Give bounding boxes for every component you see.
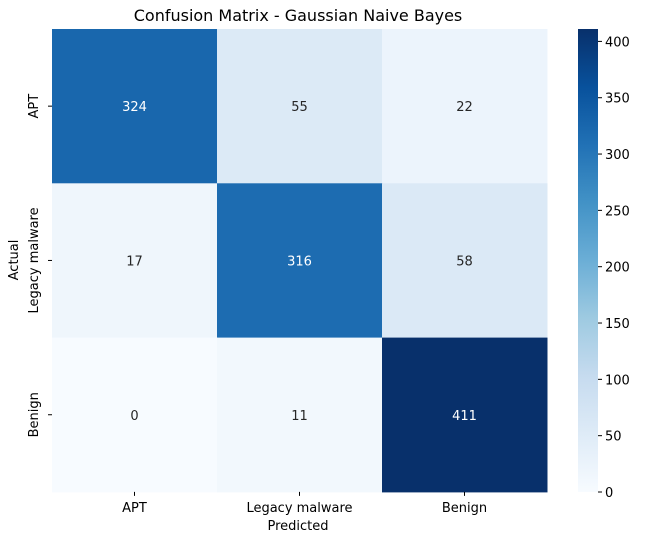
colorbar-tick-label: 300 (605, 148, 630, 163)
colorbar-tick-label: 400 (605, 35, 630, 50)
cell-value-label: 17 (126, 254, 143, 269)
colorbar-tick-label: 0 (605, 486, 613, 501)
cell-value-label: 316 (287, 254, 312, 269)
heatmap-cell (217, 337, 383, 493)
colorbar-tick-label: 350 (605, 92, 630, 107)
x-tick-label: Benign (442, 501, 487, 516)
y-tick-label: Legacy malware (27, 207, 42, 313)
heatmap-cell (52, 183, 218, 339)
y-axis-ticks: APT Legacy malware Benign (27, 94, 52, 437)
cell-value-label: 324 (122, 100, 147, 115)
y-tick-label: Benign (27, 392, 42, 437)
colorbar-tick-label: 150 (605, 317, 630, 332)
cell-value-label: 55 (291, 100, 308, 115)
heatmap-cell (52, 337, 218, 493)
colorbar: 0 50 100 150 200 250 300 350 400 (578, 29, 630, 501)
cell-value-label: 58 (456, 254, 473, 269)
heatmap-cell (52, 29, 218, 184)
cell-value-label: 22 (456, 100, 473, 115)
y-axis-label: Actual (7, 240, 22, 281)
heatmap-cell (217, 29, 383, 184)
y-tick-label: APT (27, 94, 42, 119)
colorbar-tick-label: 200 (605, 261, 630, 276)
cell-value-label: 11 (291, 409, 308, 424)
x-tick-label: APT (122, 501, 147, 516)
colorbar-tick-label: 50 (605, 430, 622, 445)
colorbar-gradient (578, 29, 598, 492)
heatmap-cell (382, 337, 548, 493)
heatmap-cell (382, 183, 548, 339)
x-axis-ticks: APT Legacy malware Benign (122, 491, 487, 516)
heatmap-cells: 324 55 22 17 316 58 0 11 411 (52, 29, 548, 493)
heatmap-cell (382, 29, 548, 184)
chart-title: Confusion Matrix - Gaussian Naive Bayes (134, 6, 463, 25)
colorbar-tick-label: 250 (605, 204, 630, 219)
x-tick-label: Legacy malware (246, 501, 352, 516)
cell-value-label: 0 (130, 409, 138, 424)
cell-value-label: 411 (452, 409, 477, 424)
heatmap-cell (217, 183, 383, 339)
colorbar-tick-label: 100 (605, 373, 630, 388)
x-axis-label: Predicted (267, 519, 328, 534)
